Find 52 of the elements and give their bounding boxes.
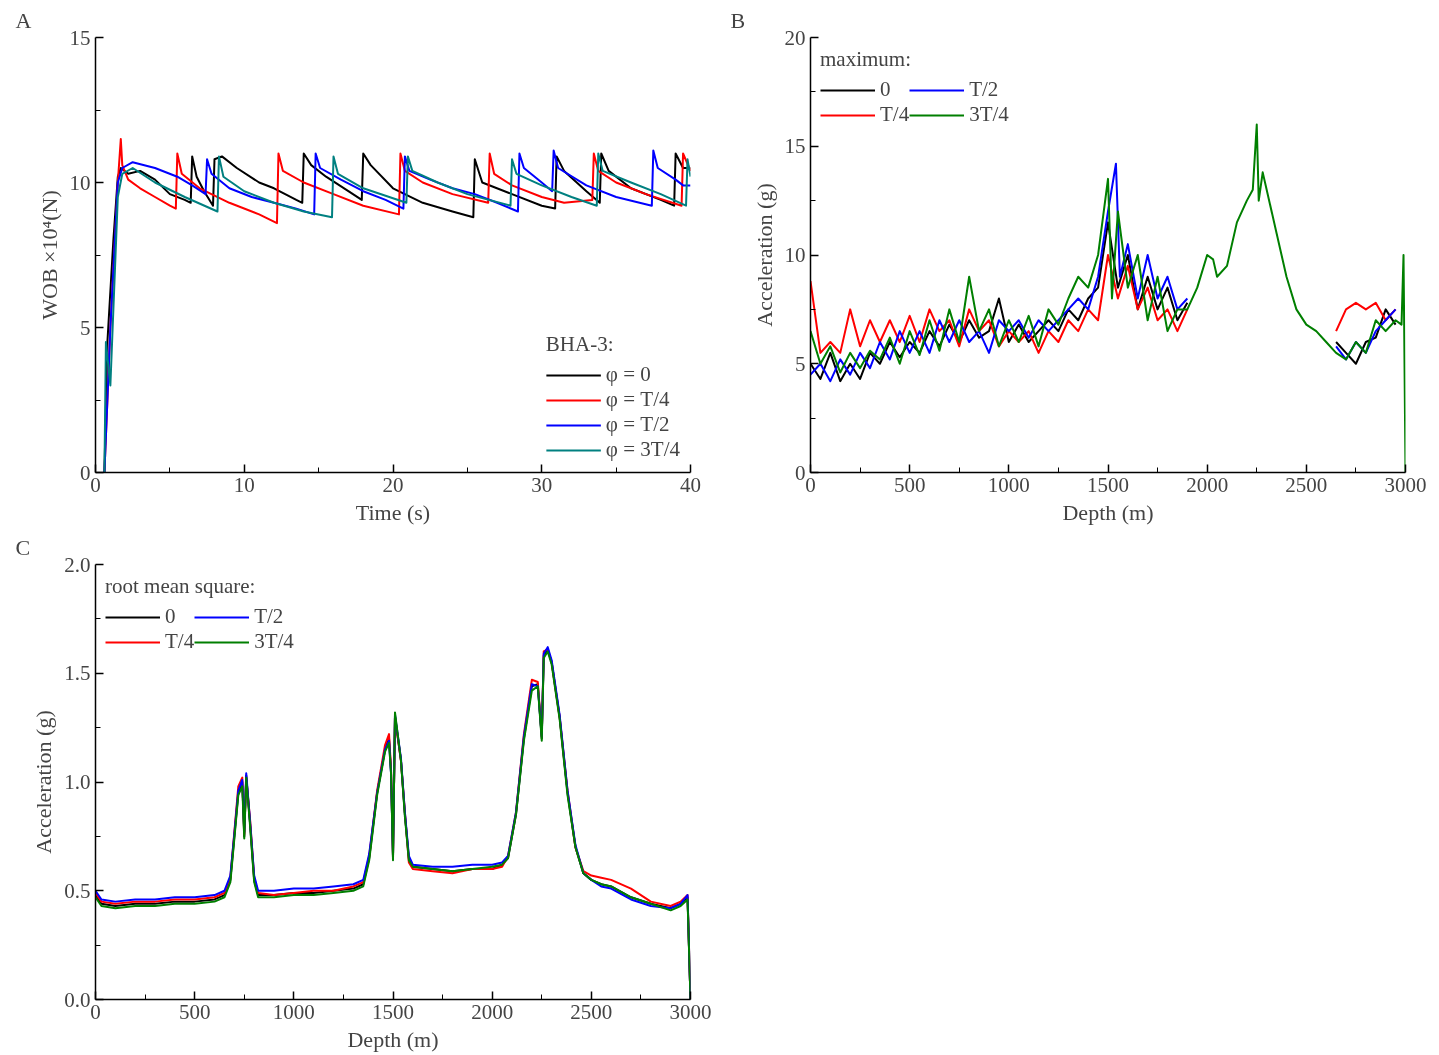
legend-title: maximum:: [820, 47, 912, 72]
x-tick-label: 20: [382, 472, 404, 497]
legend-label: T/2: [254, 604, 284, 629]
y-tick-label: 2.0: [64, 552, 91, 577]
legend-title: root mean square:: [105, 574, 257, 599]
legend-label: φ = 3T/4: [605, 437, 680, 462]
x-axis-title: Depth (m): [347, 1026, 439, 1052]
x-tick-label: 1500: [1087, 472, 1129, 497]
x-tick-label: 30: [531, 472, 553, 497]
y-tick-label: 1.0: [64, 770, 91, 794]
y-tick-label: 5: [795, 351, 806, 376]
y-tick-label: 1.5: [64, 661, 91, 686]
y-axis-title: WOB ×10⁴(N): [36, 190, 62, 320]
legend-label: 0: [165, 604, 177, 629]
y-tick-label: 20: [784, 25, 806, 50]
x-tick-label: 2000: [1186, 472, 1229, 497]
x-tick-label: 1500: [372, 999, 414, 1024]
y-tick-label: 15: [69, 25, 91, 50]
y-tick-label: 0.5: [64, 878, 91, 903]
x-axis-title: Time (s): [355, 499, 431, 525]
x-tick-label: 1000: [987, 472, 1030, 497]
legend-label: 3T/4: [969, 102, 1009, 127]
x-tick-label: 3000: [669, 999, 712, 1024]
x-tick-label: 500: [178, 999, 211, 1024]
legend-label: T/4: [165, 629, 195, 654]
legend-label: 3T/4: [254, 629, 294, 654]
text: C: [15, 534, 31, 560]
x-tick-label: 2500: [1285, 472, 1328, 497]
y-tick-label: 10: [784, 243, 806, 267]
y-tick-label: 15: [784, 134, 806, 159]
legend-label: T/2: [969, 77, 999, 102]
x-tick-label: 3000: [1384, 472, 1427, 497]
x-tick-label: 10: [233, 472, 255, 497]
x-tick-label: 40: [680, 472, 701, 497]
text: A: [15, 7, 32, 33]
x-tick-label: 1000: [272, 999, 315, 1024]
legend-title: BHA-3:: [545, 332, 615, 357]
y-tick-label: 5: [80, 315, 91, 340]
y-tick-label: 10: [69, 170, 91, 195]
legend-label: 0: [880, 77, 892, 102]
x-tick-label: 500: [893, 472, 926, 497]
x-axis-title: Depth (m): [1062, 499, 1154, 525]
y-tick-label: 0.0: [64, 987, 91, 1012]
legend-label: φ = T/2: [605, 412, 670, 437]
text: B: [730, 7, 746, 33]
y-axis-title: Acceleration (g): [31, 710, 57, 854]
y-axis-title: Acceleration (g): [751, 183, 777, 327]
x-tick-label: 2000: [471, 999, 514, 1024]
legend-label: φ = 0: [605, 362, 651, 387]
legend-label: T/4: [880, 102, 910, 127]
legend-label: φ = T/4: [605, 387, 670, 412]
x-tick-label: 2500: [570, 999, 613, 1024]
